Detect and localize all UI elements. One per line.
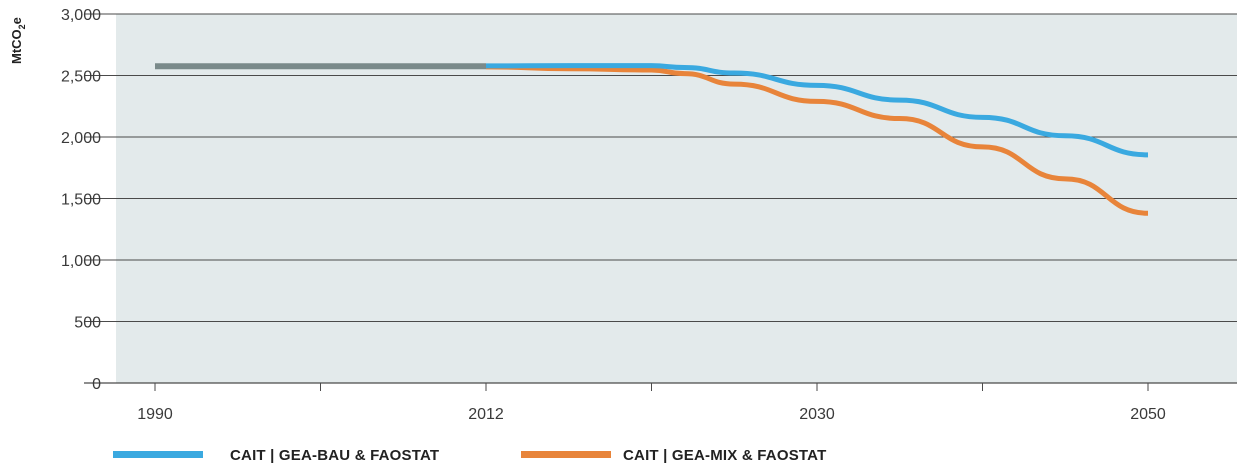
y-axis-title-main: MtCO [9,29,24,64]
x-tick-label: 1990 [137,406,173,423]
y-tick-label: 2,000 [61,130,101,147]
x-axis-ticks [154,383,1149,391]
y-tick-label: 500 [74,315,101,332]
y-tick-label: 1,000 [61,253,101,270]
x-axis-labels: 1990 2012 2030 2050 [137,406,1166,423]
x-tick-label: 2012 [468,406,504,423]
y-tick-label: 3,000 [61,7,101,24]
gridlines [84,13,1237,384]
y-axis-title-subscript: 2 [17,24,27,29]
series-line-2 [485,64,1149,216]
y-tick-label: 1,500 [61,192,101,209]
legend: CAIT | GEA-BAU & FAOSTAT CAIT | GEA-MIX &… [113,447,826,464]
y-axis-labels: 0 500 1,000 1,500 2,000 2,500 3,000 [61,7,101,393]
legend-swatch-1 [113,451,203,458]
series-line-1 [485,63,1149,158]
y-axis-title-tail: e [9,17,24,24]
series-lines [154,63,1149,216]
y-tick-label: 0 [92,376,101,393]
x-tick-label: 2030 [799,406,835,423]
y-tick-label: 2,500 [61,69,101,86]
legend-swatch-2 [521,451,611,458]
y-axis-title: MtCO2e [9,17,27,64]
x-tick-label: 2050 [1130,406,1166,423]
legend-label-2: CAIT | GEA-MIX & FAOSTAT [623,447,826,464]
legend-label-1: CAIT | GEA-BAU & FAOSTAT [230,447,439,464]
